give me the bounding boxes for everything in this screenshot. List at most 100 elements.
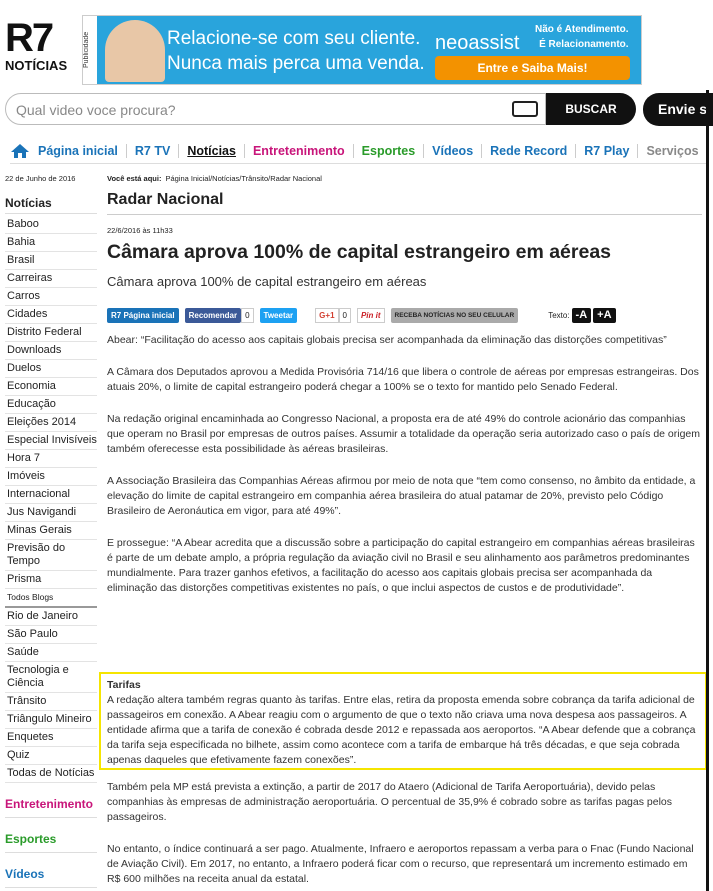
tweet-button[interactable]: Tweetar	[259, 307, 298, 323]
nav-bar: Página inicial R7 TV Notícias Entreteniment…	[10, 138, 708, 164]
sidebar-link[interactable]: São Paulo	[5, 626, 97, 644]
sidebar-link[interactable]: Jus Navigandi	[5, 504, 97, 522]
text-size-label: Texto:	[548, 310, 570, 320]
nav-item[interactable]: Vídeos	[423, 143, 481, 158]
r7-badge: R7	[111, 310, 122, 320]
search-button[interactable]: BUSCAR	[546, 93, 636, 125]
sidebar-links: Baboo Bahia Brasil Carreiras Carros Cidades Di…	[5, 216, 97, 783]
article: Você está aqui: Página Inicial/Notícias/T…	[107, 174, 702, 596]
sidebar-link[interactable]: Prisma	[5, 571, 97, 589]
sidebar-link[interactable]: Baboo	[5, 216, 97, 234]
share-bar: R7 Página inicial Recomendar 0 Tweetar G…	[107, 307, 702, 323]
font-bigger[interactable]: +A	[593, 307, 616, 323]
box-title: Tarifas	[107, 679, 141, 691]
sidebar-link[interactable]: Quiz	[5, 747, 97, 765]
ad-tag-line: Não é Atendimento.	[535, 24, 629, 35]
send-button[interactable]: Envie s	[643, 93, 713, 126]
sidebar-link[interactable]: Educação	[5, 396, 97, 414]
home-icon[interactable]	[10, 143, 30, 159]
paragraph: A Associação Brasileira das Companhias A…	[107, 475, 696, 517]
article-body-after: Também pela MP está prevista a extinção,…	[107, 780, 702, 887]
nav-item[interactable]: Rede Record	[481, 143, 575, 158]
ad-line: Relacione-se com seu cliente.	[167, 28, 421, 49]
headline: Câmara aprova 100% de capital estrangeir…	[107, 241, 612, 263]
breadcrumb: Você está aqui: Página Inicial/Notícias/T…	[107, 174, 702, 183]
timestamp: 22/6/2016 às 11h33	[107, 226, 173, 235]
sidebar-sections: Entretenimento Esportes Vídeos	[5, 797, 97, 888]
sidebar-link[interactable]: Hora 7	[5, 450, 97, 468]
article-body: Abear: “Facilitação do acesso aos capita…	[107, 333, 702, 596]
nav-item[interactable]: Esportes	[352, 143, 424, 158]
paragraph: A Câmara dos Deputados aprovou a Medida …	[107, 366, 699, 393]
ad-button[interactable]: Entre e Saiba Mais!	[435, 56, 630, 80]
subtitle: Câmara aprova 100% de capital estrangeir…	[107, 274, 427, 289]
box-text: A redação altera também regras quanto às…	[107, 694, 696, 766]
scroll-edge	[706, 90, 709, 891]
r7-home-button[interactable]: R7 Página inicial	[107, 307, 179, 323]
sidebar-link[interactable]: Carreiras	[5, 270, 97, 288]
ad-tag-line: É Relacionamento.	[539, 39, 629, 50]
sidebar-link[interactable]: Brasil	[5, 252, 97, 270]
sidebar-link[interactable]: Downloads	[5, 342, 97, 360]
mobile-button[interactable]: RECEBA NOTÍCIAS NO SEU CELULAR	[390, 307, 519, 323]
pin-button[interactable]: Pin it	[356, 307, 385, 323]
nav-item[interactable]: R7 TV	[125, 143, 178, 158]
breadcrumb-path[interactable]: Página Inicial/Notícias/Trânsito/Radar N…	[165, 174, 322, 183]
sidebar-link[interactable]: Tecnologia e Ciência	[5, 662, 97, 693]
sidebar-link[interactable]: Duelos	[5, 360, 97, 378]
facebook-count: 0	[241, 307, 254, 323]
sidebar-link[interactable]: Internacional	[5, 486, 97, 504]
sidebar-link[interactable]: Carros	[5, 288, 97, 306]
sidebar-link[interactable]: Imóveis	[5, 468, 97, 486]
section-title: Radar Nacional	[107, 191, 702, 215]
search-input[interactable]: Qual video voce procura?	[5, 93, 546, 125]
paragraph: E prossegue: “A Abear acredita que a dis…	[107, 537, 695, 594]
r7-home-text: Página inicial	[123, 310, 175, 320]
sidebar-link[interactable]: Rio de Janeiro	[5, 608, 97, 626]
sidebar-section[interactable]: Vídeos	[5, 867, 97, 888]
sidebar-link[interactable]: Saúde	[5, 644, 97, 662]
sidebar-link[interactable]: Triângulo Mineiro	[5, 711, 97, 729]
sidebar-link[interactable]: Previsão do Tempo	[5, 540, 97, 571]
ad-line: Nunca mais perca uma venda.	[167, 53, 425, 74]
nav-item[interactable]: Página inicial	[38, 143, 118, 158]
ad-image	[105, 20, 165, 82]
sidebar-link[interactable]: Todos Blogs	[5, 589, 97, 608]
paragraph: Abear: “Facilitação do acesso aos capita…	[107, 334, 667, 346]
nav-item[interactable]: Entretenimento	[243, 143, 353, 158]
sidebar-link[interactable]: Bahia	[5, 234, 97, 252]
nav-item[interactable]: Serviços	[637, 143, 706, 158]
ad-banner[interactable]: Publicidade Relacione-se com seu cliente…	[82, 15, 642, 85]
sidebar-link[interactable]: Cidades	[5, 306, 97, 324]
highlight-box: Tarifas A redação altera também regras qu…	[99, 672, 707, 770]
sidebar-section[interactable]: Esportes	[5, 832, 97, 853]
paragraph: Também pela MP está prevista a extinção,…	[107, 781, 672, 823]
paragraph: No entanto, o índice continuará a ser pa…	[107, 843, 694, 885]
ad-text: Relacione-se com seu cliente. Nunca mais …	[167, 26, 425, 76]
nav-item[interactable]: R7 Play	[575, 143, 637, 158]
breadcrumb-label: Você está aqui:	[107, 174, 162, 183]
sidebar-link[interactable]: Distrito Federal	[5, 324, 97, 342]
ad-label: Publicidade	[83, 16, 97, 84]
facebook-button[interactable]: Recomendar	[184, 307, 242, 323]
video-icon[interactable]	[512, 101, 538, 117]
sidebar-heading[interactable]: Notícias	[5, 196, 97, 214]
logo-text: R7	[5, 16, 54, 60]
gplus-count: 0	[338, 307, 351, 323]
sidebar-link[interactable]: Enquetes	[5, 729, 97, 747]
nav-item[interactable]: Notícias	[178, 143, 244, 158]
sidebar-link[interactable]: Especial Invisíveis	[5, 432, 97, 450]
paragraph: Na redação original encaminhada ao Congr…	[107, 413, 701, 455]
date: 22 de Junho de 2016	[5, 174, 76, 183]
sidebar-link[interactable]: Minas Gerais	[5, 522, 97, 540]
sidebar-link[interactable]: Eleições 2014	[5, 414, 97, 432]
sidebar-link[interactable]: Trânsito	[5, 693, 97, 711]
font-smaller[interactable]: -A	[571, 307, 592, 323]
ad-tagline: Não é Atendimento. É Relacionamento.	[535, 22, 629, 52]
gplus-button[interactable]: G+1	[315, 307, 339, 323]
sidebar-section[interactable]: Entretenimento	[5, 797, 97, 818]
sidebar-link[interactable]: Economia	[5, 378, 97, 396]
sidebar-link[interactable]: Todas de Notícias	[5, 765, 97, 783]
logo[interactable]: R7 NOTÍCIAS	[5, 18, 67, 86]
